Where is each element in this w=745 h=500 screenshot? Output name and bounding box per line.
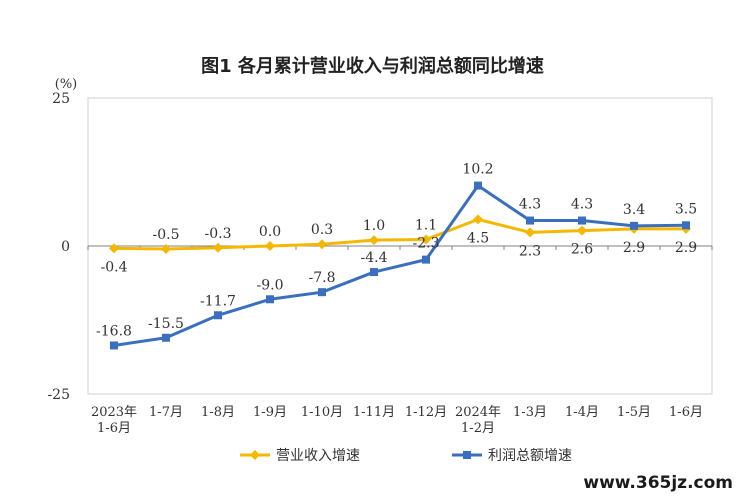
data-label: 3.4: [623, 202, 645, 218]
data-point: [369, 235, 379, 246]
x-tick-label: 1-3月: [513, 405, 547, 420]
data-point: [265, 241, 275, 251]
x-tick-label: 1-10月: [301, 405, 343, 420]
data-point: [161, 243, 171, 254]
x-tick-label: 2024年 1-2月: [455, 405, 501, 436]
x-tick-label: 1-12月: [405, 405, 447, 420]
data-label: -7.8: [309, 270, 336, 286]
data-label: 0.0: [259, 224, 281, 240]
data-point: [162, 333, 170, 342]
data-label: 3.5: [675, 201, 697, 217]
x-tick-label: 1-9月: [253, 405, 287, 420]
data-point: [109, 243, 119, 254]
y-tick-label: 0: [61, 239, 70, 255]
x-tick-label: 1-4月: [565, 405, 599, 420]
data-point: [213, 242, 223, 253]
data-label: -0.3: [205, 226, 232, 242]
data-label: 0.3: [311, 222, 333, 238]
data-point: [525, 227, 535, 238]
series-line: [113, 184, 687, 347]
data-label: -9.0: [257, 277, 284, 293]
chart-title: 图1 各月累计营业收入与利润总额同比增速: [201, 56, 544, 77]
data-point: [422, 255, 430, 264]
data-label: 1.1: [415, 217, 437, 233]
data-label: -11.7: [200, 293, 236, 309]
data-point: [421, 234, 431, 245]
data-point: [682, 221, 690, 230]
legend-label: 利润总额增速: [488, 448, 572, 464]
data-point: [318, 288, 326, 297]
data-point: [110, 341, 118, 350]
watermark-text: www.365jz.com: [579, 472, 737, 494]
data-label: 2.9: [623, 240, 645, 256]
x-tick-label: 1-7月: [149, 405, 183, 420]
x-tick-label: 1-8月: [201, 405, 235, 420]
x-tick-label: 1-11月: [353, 405, 395, 420]
data-point: [214, 311, 222, 320]
data-label: -0.4: [101, 259, 128, 275]
data-point: [630, 221, 638, 230]
data-label: -15.5: [148, 316, 184, 332]
data-point: [317, 239, 327, 250]
data-label: 10.2: [462, 162, 493, 178]
data-label: 2.3: [519, 243, 541, 259]
data-label: -0.5: [153, 227, 180, 243]
y-axis-unit: (%): [55, 77, 78, 92]
data-label: 2.6: [571, 242, 593, 258]
data-point: [577, 225, 587, 236]
data-label: 2.9: [675, 240, 697, 256]
y-tick-label: 25: [52, 91, 70, 107]
legend-marker: [463, 451, 471, 459]
data-label: -4.4: [361, 250, 388, 266]
data-point: [370, 268, 378, 277]
data-point: [474, 181, 482, 190]
x-tick-label: 2023年 1-6月: [91, 405, 137, 436]
data-point: [526, 216, 534, 225]
data-point: [578, 216, 586, 225]
legend-marker: [250, 450, 260, 460]
x-tick-label: 1-6月: [669, 405, 703, 420]
data-point: [473, 214, 483, 225]
data-label: 1.0: [363, 218, 385, 234]
series-line: [113, 217, 686, 251]
y-tick-label: -25: [47, 387, 70, 403]
data-label: 4.3: [571, 197, 593, 213]
data-point: [266, 295, 274, 304]
data-label: -2.3: [413, 236, 440, 252]
data-label: 4.3: [519, 197, 541, 213]
data-label: -16.8: [96, 323, 132, 339]
legend-label: 营业收入增速: [276, 448, 360, 464]
x-tick-label: 1-5月: [617, 405, 651, 420]
data-label: 4.5: [467, 230, 489, 246]
